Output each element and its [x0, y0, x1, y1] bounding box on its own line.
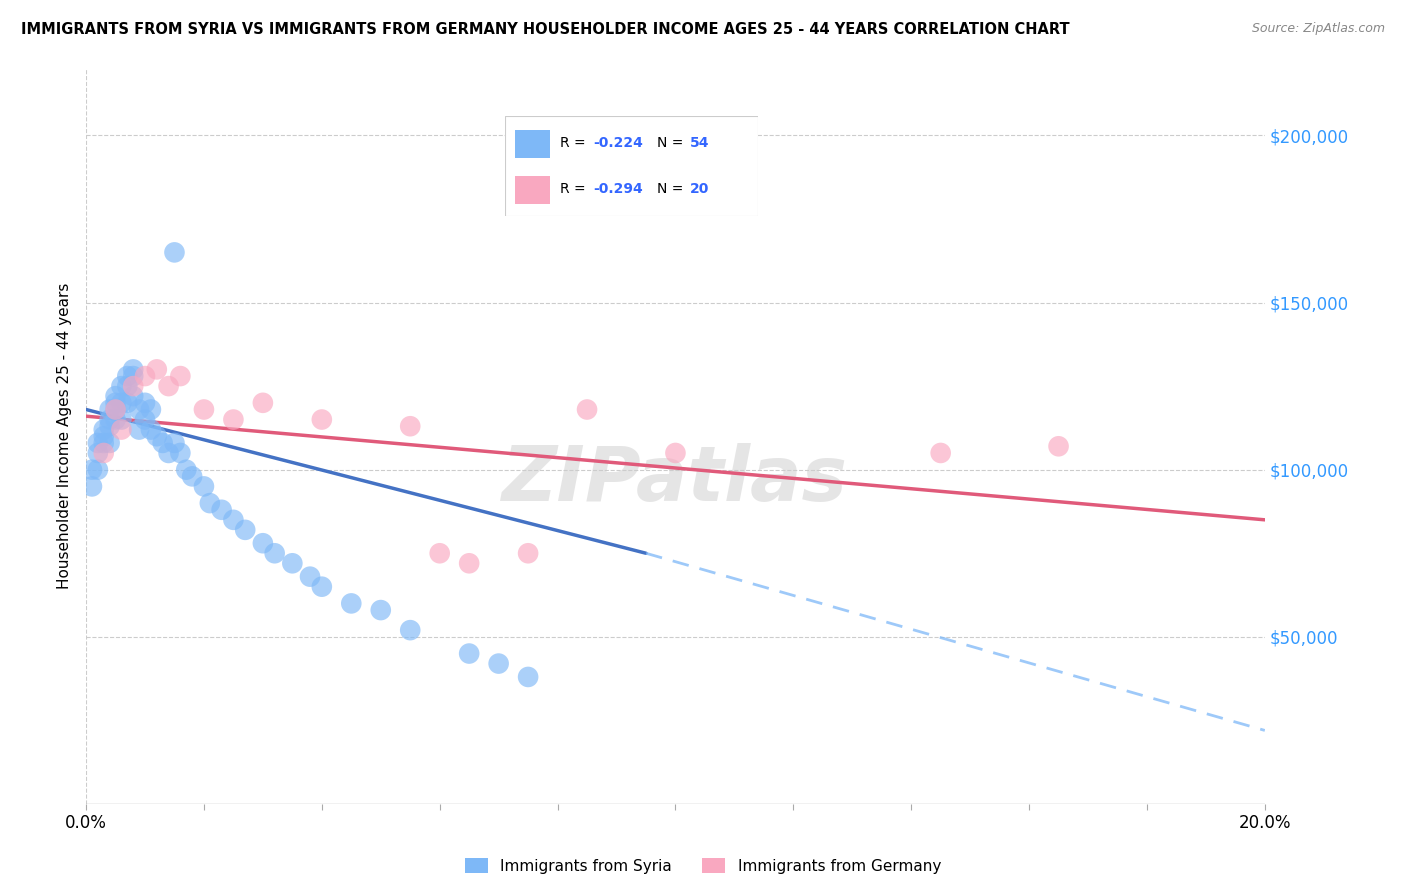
Point — [117, 379, 139, 393]
Point — [80, 479, 103, 493]
Point — [146, 362, 169, 376]
Point — [98, 436, 121, 450]
Point — [193, 402, 215, 417]
Point — [122, 362, 145, 376]
Point — [80, 463, 103, 477]
Point — [110, 396, 132, 410]
Point — [157, 446, 180, 460]
Point — [104, 402, 127, 417]
Point — [281, 556, 304, 570]
Point — [193, 479, 215, 493]
Point — [93, 446, 115, 460]
Point — [576, 402, 599, 417]
Point — [169, 446, 191, 460]
Point — [110, 423, 132, 437]
Point — [169, 369, 191, 384]
Point — [458, 647, 481, 661]
Y-axis label: Householder Income Ages 25 - 44 years: Householder Income Ages 25 - 44 years — [58, 283, 72, 590]
Point — [311, 412, 333, 426]
Point — [198, 496, 221, 510]
Point — [233, 523, 256, 537]
Point — [222, 412, 245, 426]
Point — [93, 429, 115, 443]
Point — [252, 396, 274, 410]
Point — [98, 419, 121, 434]
Point — [299, 569, 322, 583]
Point — [1047, 439, 1070, 453]
Point — [104, 396, 127, 410]
Point — [146, 429, 169, 443]
Point — [134, 396, 156, 410]
Point — [87, 446, 110, 460]
Point — [122, 369, 145, 384]
Point — [98, 402, 121, 417]
Point — [93, 436, 115, 450]
Point — [128, 423, 150, 437]
Text: Source: ZipAtlas.com: Source: ZipAtlas.com — [1251, 22, 1385, 36]
Point — [311, 580, 333, 594]
Point — [139, 402, 162, 417]
Point — [517, 670, 540, 684]
Point — [157, 379, 180, 393]
Point — [458, 556, 481, 570]
Point — [117, 369, 139, 384]
Point — [122, 389, 145, 403]
Point — [98, 412, 121, 426]
Point — [252, 536, 274, 550]
Point — [110, 412, 132, 426]
Point — [174, 463, 197, 477]
Point — [340, 596, 363, 610]
Point — [117, 396, 139, 410]
Point — [429, 546, 451, 560]
Text: ZIPatlas: ZIPatlas — [502, 443, 848, 517]
Point — [181, 469, 204, 483]
Point — [163, 436, 186, 450]
Point — [222, 513, 245, 527]
Point — [104, 402, 127, 417]
Point — [399, 623, 422, 637]
Point — [263, 546, 285, 560]
Point — [110, 379, 132, 393]
Point — [370, 603, 392, 617]
Point — [104, 412, 127, 426]
Point — [664, 446, 686, 460]
Text: IMMIGRANTS FROM SYRIA VS IMMIGRANTS FROM GERMANY HOUSEHOLDER INCOME AGES 25 - 44: IMMIGRANTS FROM SYRIA VS IMMIGRANTS FROM… — [21, 22, 1070, 37]
Point — [929, 446, 952, 460]
Point — [93, 423, 115, 437]
Point — [399, 419, 422, 434]
Point — [134, 412, 156, 426]
Point — [134, 369, 156, 384]
Point — [128, 402, 150, 417]
Point — [139, 423, 162, 437]
Point — [104, 389, 127, 403]
Point — [152, 436, 174, 450]
Point — [488, 657, 510, 671]
Point — [211, 503, 233, 517]
Point — [87, 436, 110, 450]
Point — [517, 546, 540, 560]
Point — [122, 379, 145, 393]
Legend: Immigrants from Syria, Immigrants from Germany: Immigrants from Syria, Immigrants from G… — [458, 852, 948, 880]
Point — [87, 463, 110, 477]
Point — [163, 245, 186, 260]
